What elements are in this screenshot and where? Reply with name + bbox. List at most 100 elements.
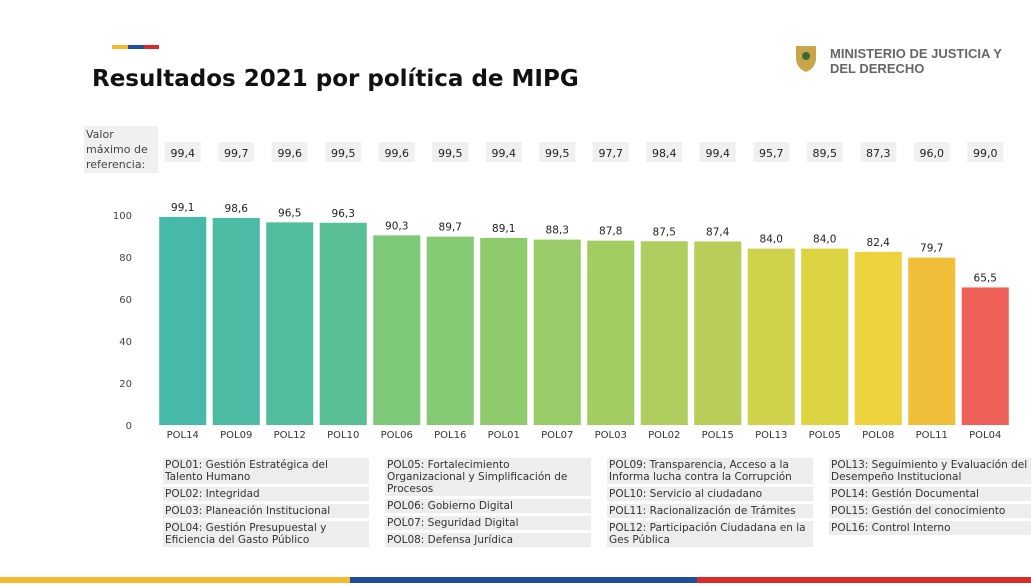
y-tick-label: 60 bbox=[119, 295, 132, 306]
notes: POL01: Gestión Estratégica del Talento H… bbox=[163, 458, 1031, 547]
y-tick-label: 80 bbox=[119, 253, 132, 264]
note: POL14: Gestión Documental bbox=[829, 487, 1031, 501]
bottom-stripe bbox=[0, 577, 350, 583]
bar bbox=[159, 216, 207, 425]
x-tick-label: POL02 bbox=[648, 430, 680, 441]
reference-box bbox=[913, 142, 950, 162]
x-tick-label: POL08 bbox=[862, 430, 894, 441]
reference-value: 99,7 bbox=[224, 147, 249, 160]
top-stripe bbox=[128, 45, 144, 49]
reference-value: 96,0 bbox=[920, 147, 945, 160]
data-label: 82,4 bbox=[867, 237, 891, 249]
data-label: 87,4 bbox=[706, 226, 730, 238]
x-tick-label: POL06 bbox=[381, 430, 413, 441]
data-label: 79,7 bbox=[920, 243, 943, 255]
note: POL08: Defensa Jurídica bbox=[385, 533, 591, 547]
note: POL01: Gestión Estratégica del Talento H… bbox=[163, 458, 369, 484]
notes-column: POL09: Transparencia, Acceso a la Inform… bbox=[607, 458, 813, 547]
notes-column: POL01: Gestión Estratégica del Talento H… bbox=[163, 458, 369, 547]
title: Resultados 2021 por política de MIPG bbox=[92, 66, 579, 92]
reference-value: 99,0 bbox=[973, 147, 998, 160]
y-tick-label: 20 bbox=[119, 379, 132, 390]
reference-box bbox=[432, 142, 469, 162]
note: POL07: Seguridad Digital bbox=[385, 516, 591, 530]
x-tick-label: POL11 bbox=[916, 430, 948, 441]
notes-column: POL05: Fortalecimiento Organizacional y … bbox=[385, 458, 591, 547]
note: POL13: Seguimiento y Evaluación del Dese… bbox=[829, 458, 1031, 484]
data-label: 96,3 bbox=[332, 208, 355, 220]
reference-box bbox=[271, 142, 308, 162]
bar bbox=[961, 287, 1009, 425]
reference-box bbox=[646, 142, 683, 162]
note: POL05: Fortalecimiento Organizacional y … bbox=[385, 458, 591, 496]
reference-value: 99,6 bbox=[385, 147, 410, 160]
bar bbox=[266, 222, 314, 425]
reference-value: 99,4 bbox=[492, 147, 517, 160]
x-tick-label: POL04 bbox=[969, 430, 1001, 441]
logo-detail bbox=[802, 52, 810, 60]
x-tick-label: POL14 bbox=[167, 430, 199, 441]
reference-box bbox=[218, 142, 255, 162]
bar bbox=[640, 241, 688, 425]
data-label: 84,0 bbox=[760, 234, 783, 246]
y-tick-label: 40 bbox=[119, 337, 132, 348]
x-tick-label: POL16 bbox=[434, 430, 466, 441]
bar bbox=[747, 248, 795, 425]
bar bbox=[801, 248, 849, 425]
bar bbox=[694, 241, 742, 425]
ministry-name: MINISTERIO DE JUSTICIA Y DEL DERECHO bbox=[830, 46, 1002, 76]
note: POL16: Control Interno bbox=[829, 521, 1031, 535]
reference-box bbox=[753, 142, 790, 162]
x-tick-label: POL03 bbox=[595, 430, 627, 441]
top-stripe bbox=[144, 45, 159, 49]
reference-box bbox=[378, 142, 415, 162]
data-label: 65,5 bbox=[974, 272, 997, 284]
data-label: 84,0 bbox=[813, 234, 836, 246]
data-label: 89,1 bbox=[492, 223, 515, 235]
reference-value: 99,4 bbox=[171, 147, 196, 160]
top-stripe bbox=[112, 45, 128, 49]
x-tick-label: POL12 bbox=[274, 430, 306, 441]
reference-box bbox=[325, 142, 362, 162]
data-label: 99,1 bbox=[171, 202, 194, 214]
bar bbox=[319, 222, 367, 425]
reference-box bbox=[485, 142, 522, 162]
bar bbox=[908, 257, 956, 425]
reference-box bbox=[967, 142, 1004, 162]
bar bbox=[854, 251, 902, 425]
note: POL06: Gobierno Digital bbox=[385, 499, 591, 513]
reference-value: 99,5 bbox=[545, 147, 570, 160]
bar bbox=[480, 237, 528, 425]
reference-value: 99,6 bbox=[278, 147, 303, 160]
reference-value: 99,5 bbox=[438, 147, 463, 160]
reference-box bbox=[164, 142, 201, 162]
reference-value: 99,5 bbox=[331, 147, 356, 160]
reference-value: 87,3 bbox=[866, 147, 891, 160]
x-tick-label: POL13 bbox=[755, 430, 787, 441]
reference-box bbox=[806, 142, 843, 162]
reference-box bbox=[860, 142, 897, 162]
bottom-stripe bbox=[350, 577, 697, 583]
note: POL12: Participación Ciudadana en la Ges… bbox=[607, 521, 813, 547]
x-tick-label: POL01 bbox=[488, 430, 520, 441]
x-tick-label: POL10 bbox=[327, 430, 359, 441]
note: POL03: Planeación Institucional bbox=[163, 504, 369, 518]
reference-box bbox=[539, 142, 576, 162]
bottom-stripe bbox=[697, 577, 1031, 583]
x-tick-label: POL09 bbox=[220, 430, 252, 441]
bar bbox=[587, 240, 635, 425]
bar bbox=[533, 239, 581, 425]
x-tick-label: POL07 bbox=[541, 430, 573, 441]
reference-label: Valor máximo de referencia: bbox=[84, 126, 158, 173]
reference-box bbox=[592, 142, 629, 162]
data-label: 90,3 bbox=[385, 220, 408, 232]
reference-value: 99,4 bbox=[706, 147, 731, 160]
data-label: 89,7 bbox=[439, 222, 462, 234]
note: POL11: Racionalización de Trámites bbox=[607, 504, 813, 518]
x-tick-label: POL15 bbox=[702, 430, 734, 441]
note: POL09: Transparencia, Acceso a la Inform… bbox=[607, 458, 813, 484]
note: POL04: Gestión Presupuestal y Eficiencia… bbox=[163, 521, 369, 547]
reference-value: 95,7 bbox=[759, 147, 784, 160]
note: POL10: Servicio al ciudadano bbox=[607, 487, 813, 501]
